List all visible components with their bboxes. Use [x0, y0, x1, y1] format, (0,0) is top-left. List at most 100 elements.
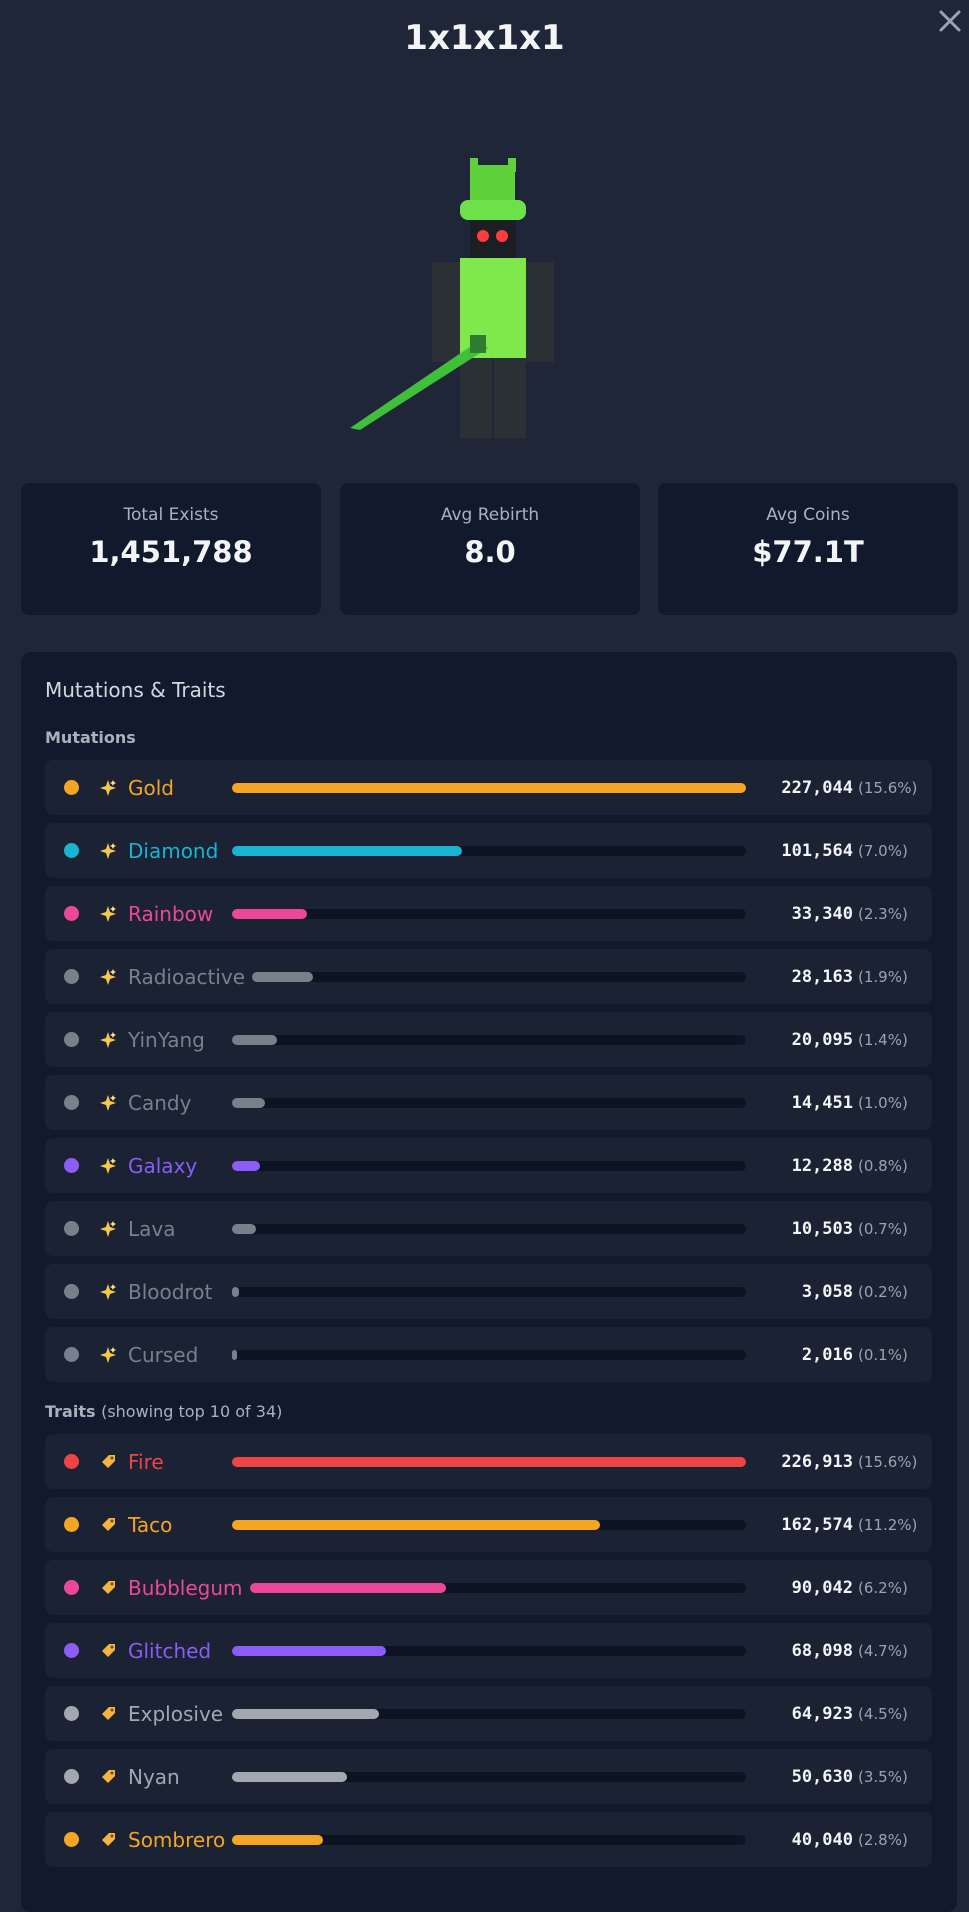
row-name: Fire	[128, 1449, 164, 1474]
tag-icon	[102, 1517, 115, 1531]
row: Galaxy 12,288 (0.8%)	[45, 1138, 932, 1193]
dot	[64, 1769, 79, 1784]
count: 10,503	[791, 1218, 853, 1239]
close-button[interactable]	[935, 6, 965, 36]
row: Rainbow 33,340 (2.3%)	[45, 886, 932, 941]
row: Glitched 68,098 (4.7%)	[45, 1623, 932, 1678]
bar	[232, 845, 462, 856]
share: (0.2%)	[858, 1282, 908, 1301]
share: (15.6%)	[858, 778, 918, 797]
row: Nyan 50,630 (3.5%)	[45, 1749, 932, 1804]
sparkle-icon	[100, 968, 116, 985]
section-title: Mutations & Traits	[45, 678, 226, 702]
share: (2.8%)	[858, 1830, 908, 1849]
dot	[64, 780, 79, 795]
row: Diamond 101,564 (7.0%)	[45, 823, 932, 878]
stat-card: Avg Coins $77.1T	[658, 483, 958, 615]
row: Lava 10,503 (0.7%)	[45, 1201, 932, 1256]
bar-track	[232, 1286, 746, 1297]
share: (0.7%)	[858, 1219, 908, 1238]
row-name: Lava	[128, 1216, 176, 1241]
bar	[232, 1223, 256, 1234]
row-name: Galaxy	[128, 1153, 198, 1178]
traits-note: (showing top 10 of 34)	[101, 1402, 283, 1421]
row-name: Rainbow	[128, 901, 214, 926]
share: (2.3%)	[858, 904, 908, 923]
bar-track	[232, 1708, 746, 1719]
row: Bloodrot 3,058 (0.2%)	[45, 1264, 932, 1319]
row-name: Gold	[128, 775, 174, 800]
bar	[232, 1645, 387, 1656]
mutations-heading: Mutations	[45, 728, 136, 747]
dot	[64, 1580, 79, 1595]
bar	[232, 908, 308, 919]
count: 33,340	[791, 903, 853, 924]
trait-list: Fire 226,913 (15.6%) Taco 162,574 (11.2%) Bubb…	[45, 1434, 932, 1875]
count: 12,288	[791, 1155, 853, 1176]
tag-icon	[102, 1643, 115, 1657]
dot	[64, 1095, 79, 1110]
dot	[64, 1158, 79, 1173]
count: 226,913	[781, 1451, 853, 1472]
bar	[232, 1708, 380, 1719]
character-image	[350, 158, 554, 438]
row-name: Radioactive	[128, 964, 245, 989]
dot	[64, 1643, 79, 1658]
sparkle-icon	[100, 779, 116, 796]
bar-track	[252, 971, 746, 982]
tag-icon	[102, 1769, 115, 1783]
row-name: Taco	[128, 1512, 173, 1537]
row-name: Explosive	[128, 1701, 224, 1726]
bar	[232, 1034, 278, 1045]
bar-track	[232, 1223, 746, 1234]
tag-icon	[102, 1832, 115, 1846]
row-name: Bloodrot	[128, 1279, 213, 1304]
dot	[64, 1517, 79, 1532]
bar-track	[232, 908, 746, 919]
row: Cursed 2,016 (0.1%)	[45, 1327, 932, 1382]
sparkle-icon	[100, 842, 116, 859]
dot	[64, 1454, 79, 1469]
share: (11.2%)	[858, 1515, 918, 1534]
row-name: Cursed	[128, 1342, 199, 1367]
bar-track	[232, 1519, 746, 1530]
row: Explosive 64,923 (4.5%)	[45, 1686, 932, 1741]
traits-heading-text: Traits	[45, 1402, 96, 1421]
count: 227,044	[781, 777, 853, 798]
bar	[232, 1834, 323, 1845]
dot	[64, 1032, 79, 1047]
sparkle-icon	[100, 1031, 116, 1048]
dot	[64, 1347, 79, 1362]
share: (1.4%)	[858, 1030, 908, 1049]
bar-track	[232, 1160, 746, 1171]
stat-label: Avg Rebirth	[440, 505, 540, 525]
bar	[232, 1519, 601, 1530]
dot	[64, 1284, 79, 1299]
panel: Mutations & Traits Mutations Gold 227,044…	[21, 652, 957, 1912]
bar	[232, 1160, 260, 1171]
row: Sombrero 40,040 (2.8%)	[45, 1812, 932, 1867]
row-name: Sombrero	[128, 1827, 226, 1852]
title: 1x1x1x1	[404, 18, 565, 58]
bar	[249, 1582, 447, 1593]
count: 50,630	[791, 1766, 853, 1787]
share: (15.6%)	[858, 1452, 918, 1471]
stat-card: Avg Rebirth 8.0	[340, 483, 640, 615]
bar-track	[232, 1834, 746, 1845]
mutation-list: Gold 227,044 (15.6%) Diamond 101,564 (7.0%) Ra…	[45, 760, 932, 1390]
count: 68,098	[791, 1640, 853, 1661]
row-name: Glitched	[128, 1638, 212, 1663]
sparkle-icon	[100, 1157, 116, 1174]
dot	[64, 1221, 79, 1236]
bar-track	[232, 1034, 746, 1045]
bar	[232, 782, 746, 793]
share: (4.7%)	[858, 1641, 908, 1660]
bar-track	[232, 782, 746, 793]
stat-value: $77.1T	[752, 535, 864, 569]
share: (1.0%)	[858, 1093, 908, 1112]
row: Gold 227,044 (15.6%)	[45, 760, 932, 815]
count: 90,042	[791, 1577, 853, 1598]
row-name: Bubblegum	[128, 1575, 243, 1600]
bar	[232, 1456, 746, 1467]
dot	[64, 1832, 79, 1847]
